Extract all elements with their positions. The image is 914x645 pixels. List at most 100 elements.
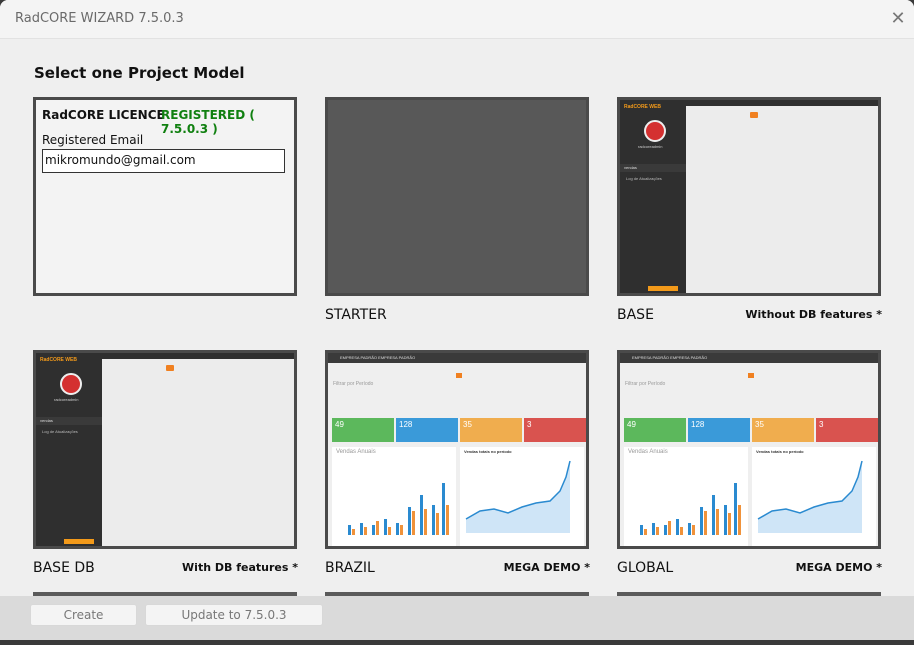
licence-label: RadCORE LICENCE bbox=[42, 108, 165, 122]
project-subtitle-global: MEGA DEMO * bbox=[795, 561, 882, 574]
chart-bar bbox=[396, 523, 399, 535]
kpi-sales: 49 bbox=[624, 418, 686, 442]
annual-sales-chart: Vendas Anuais bbox=[332, 447, 456, 546]
chart-bar bbox=[412, 511, 415, 535]
next-row-card bbox=[325, 592, 589, 596]
title-bar: RadCORE WIZARD 7.5.0.3 ✕ bbox=[0, 0, 914, 39]
email-field[interactable]: mikromundo@gmail.com bbox=[42, 149, 285, 173]
kpi-clients: 128 bbox=[396, 418, 458, 442]
chart-bar bbox=[424, 509, 427, 535]
email-label: Registered Email bbox=[42, 133, 144, 147]
chart-bar bbox=[712, 495, 715, 535]
preview-logo: RadCORE WEB bbox=[624, 104, 661, 110]
chart-bar bbox=[668, 521, 671, 535]
preview-header: EMPRESA PADRÃO EMPRESA PADRÃO bbox=[620, 353, 878, 363]
chart-bar bbox=[676, 519, 679, 535]
avatar bbox=[60, 373, 82, 395]
kpi-expenses: 3 bbox=[524, 418, 586, 442]
chart-title-left: Vendas Anuais bbox=[336, 449, 376, 455]
chart-bar bbox=[446, 505, 449, 535]
chart-title-right: Vendas totais no período bbox=[464, 449, 512, 454]
preview-menu-item: Log de Atualizações bbox=[42, 429, 78, 434]
chart-bar bbox=[734, 483, 737, 535]
chart-bar bbox=[728, 513, 731, 535]
preview-flag bbox=[748, 373, 754, 378]
chart-bar bbox=[680, 527, 683, 535]
licence-panel: RadCORE LICENCE REGISTERED ( 7.5.0.3 ) R… bbox=[33, 97, 297, 296]
chart-bar bbox=[408, 507, 411, 535]
chart-bar bbox=[640, 525, 643, 535]
chart-bar bbox=[360, 523, 363, 535]
project-card-global[interactable]: EMPRESA PADRÃO EMPRESA PADRÃO Filtrar po… bbox=[617, 350, 881, 549]
project-card-base-db[interactable]: RadCORE WEB radcoreadmin vendas Log de A… bbox=[33, 350, 297, 549]
preview-content bbox=[686, 100, 878, 293]
kpi-sales: 49 bbox=[332, 418, 394, 442]
chart-bar bbox=[352, 529, 355, 535]
chart-bar bbox=[738, 505, 741, 535]
bar-group bbox=[346, 475, 450, 535]
project-name-base-db: BASE DB bbox=[33, 560, 95, 576]
preview-menu-item: Log de Atualizações bbox=[626, 176, 662, 181]
preview-orange-button bbox=[750, 112, 758, 118]
project-card-brazil[interactable]: EMPRESA PADRÃO EMPRESA PADRÃO Filtrar po… bbox=[325, 350, 589, 549]
project-name-starter: STARTER bbox=[325, 307, 387, 323]
window-title: RadCORE WIZARD 7.5.0.3 bbox=[15, 11, 184, 26]
project-name-base: BASE bbox=[617, 307, 654, 323]
bottom-bar: Create Update to 7.5.0.3 bbox=[0, 596, 914, 640]
preview-topbar bbox=[686, 100, 878, 106]
preview-footer bbox=[648, 286, 678, 291]
preview-content bbox=[102, 353, 294, 546]
preview-sidebar: RadCORE WEB radcoreadmin vendas Log de A… bbox=[36, 353, 102, 546]
chart-title-right: Vendas totais no período bbox=[756, 449, 804, 454]
preview-sidebar: RadCORE WEB radcoreadmin vendas Log de A… bbox=[620, 100, 686, 293]
chart-bar bbox=[652, 523, 655, 535]
chart-bar bbox=[432, 505, 435, 535]
project-subtitle-base: Without DB features * bbox=[745, 308, 882, 321]
kpi-expenses: 3 bbox=[816, 418, 878, 442]
preview-menu: vendas bbox=[620, 164, 686, 172]
chart-bar bbox=[656, 527, 659, 535]
page-title: Select one Project Model bbox=[34, 64, 245, 82]
project-name-global: GLOBAL bbox=[617, 560, 674, 576]
chart-bar bbox=[364, 527, 367, 535]
period-sales-chart: Vendas totais no período bbox=[460, 447, 584, 546]
chart-bar bbox=[420, 495, 423, 535]
next-row-card bbox=[617, 592, 881, 596]
preview-orange-button bbox=[166, 365, 174, 371]
chart-bar bbox=[436, 513, 439, 535]
area-chart bbox=[757, 460, 863, 533]
chart-bar bbox=[400, 525, 403, 535]
chart-bar bbox=[700, 507, 703, 535]
kpi-services: 35 bbox=[460, 418, 522, 442]
update-button[interactable]: Update to 7.5.0.3 bbox=[145, 604, 323, 626]
project-card-base[interactable]: RadCORE WEB radcoreadmin vendas Log de A… bbox=[617, 97, 881, 296]
project-name-brazil: BRAZIL bbox=[325, 560, 375, 576]
chart-bar bbox=[644, 529, 647, 535]
preview-logo: RadCORE WEB bbox=[40, 357, 77, 363]
kpi-clients: 128 bbox=[688, 418, 750, 442]
project-subtitle-brazil: MEGA DEMO * bbox=[503, 561, 590, 574]
create-button[interactable]: Create bbox=[30, 604, 137, 626]
avatar bbox=[644, 120, 666, 142]
chart-bar bbox=[704, 511, 707, 535]
chart-bar bbox=[376, 521, 379, 535]
area-chart bbox=[465, 460, 571, 533]
kpi-services: 35 bbox=[752, 418, 814, 442]
preview-filter: Filtrar por Período bbox=[333, 381, 374, 387]
project-card-starter[interactable] bbox=[325, 97, 589, 296]
preview-dashboard: Filtrar por Período 49 128 35 3 Vendas A… bbox=[328, 363, 586, 546]
preview-user: radcoreadmin bbox=[638, 144, 663, 149]
preview-filter: Filtrar por Período bbox=[625, 381, 666, 387]
annual-sales-chart: Vendas Anuais bbox=[624, 447, 748, 546]
close-icon[interactable]: ✕ bbox=[890, 8, 906, 29]
period-sales-chart: Vendas totais no período bbox=[752, 447, 876, 546]
next-row-card bbox=[33, 592, 297, 596]
bar-group bbox=[638, 475, 742, 535]
preview-footer bbox=[64, 539, 94, 544]
chart-bar bbox=[348, 525, 351, 535]
chart-bar bbox=[388, 527, 391, 535]
preview-menu: vendas bbox=[36, 417, 102, 425]
chart-bar bbox=[692, 525, 695, 535]
chart-title-left: Vendas Anuais bbox=[628, 449, 668, 455]
chart-bar bbox=[664, 525, 667, 535]
